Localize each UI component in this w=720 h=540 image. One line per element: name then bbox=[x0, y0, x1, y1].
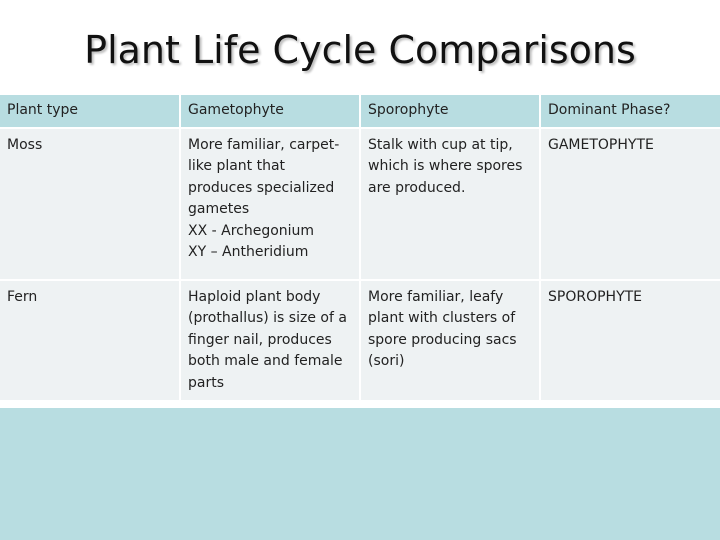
comparison-table: Plant type Gametophyte Sporophyte Domina… bbox=[0, 95, 720, 402]
cell-dominant-phase: SPOROPHYTE bbox=[540, 279, 720, 402]
text-line: produces specialized bbox=[188, 179, 335, 196]
text-line: both male and female bbox=[188, 353, 343, 369]
header-sporophyte: Sporophyte bbox=[360, 95, 541, 129]
footer-band bbox=[0, 408, 720, 540]
table-row: Moss More familiar, carpet- like plant t… bbox=[0, 127, 720, 281]
cell-gametophyte: Haploid plant body (prothallus) is size … bbox=[180, 279, 361, 402]
text-line: spore producing sacs bbox=[368, 331, 517, 348]
text-line: (sori) bbox=[368, 353, 405, 369]
slide-title: Plant Life Cycle Comparisons bbox=[84, 28, 636, 72]
text-line: XX - Archegonium bbox=[188, 222, 315, 239]
text-line: parts bbox=[188, 374, 225, 391]
text-line: finger nail, produces bbox=[188, 331, 332, 348]
cell-dominant-phase: GAMETOPHYTE bbox=[540, 127, 720, 281]
cell-plant-type: Fern bbox=[0, 279, 181, 402]
cell-gametophyte: More familiar, carpet- like plant that p… bbox=[180, 127, 361, 281]
text-line: gametes bbox=[188, 201, 250, 217]
text-line: More familiar, carpet- bbox=[188, 136, 340, 153]
text-line: are produced. bbox=[368, 179, 466, 196]
text-line: XY – Antheridium bbox=[188, 244, 309, 260]
text-line: Stalk with cup at tip, bbox=[368, 136, 513, 153]
table-header-row: Plant type Gametophyte Sporophyte Domina… bbox=[0, 95, 720, 129]
cell-sporophyte: Stalk with cup at tip, which is where sp… bbox=[360, 127, 541, 281]
text-line: Haploid plant body bbox=[188, 288, 321, 305]
header-dominant-phase: Dominant Phase? bbox=[540, 95, 720, 129]
table-row: Fern Haploid plant body (prothallus) is … bbox=[0, 279, 720, 402]
text-line: which is where spores bbox=[368, 158, 523, 174]
text-line: plant with clusters of bbox=[368, 310, 516, 326]
text-line: More familiar, leafy bbox=[368, 288, 504, 305]
header-gametophyte: Gametophyte bbox=[180, 95, 361, 129]
text-line: (prothallus) is size of a bbox=[188, 310, 347, 326]
text-line: like plant that bbox=[188, 158, 286, 174]
cell-sporophyte: More familiar, leafy plant with clusters… bbox=[360, 279, 541, 402]
cell-plant-type: Moss bbox=[0, 127, 181, 281]
header-plant-type: Plant type bbox=[0, 95, 181, 129]
